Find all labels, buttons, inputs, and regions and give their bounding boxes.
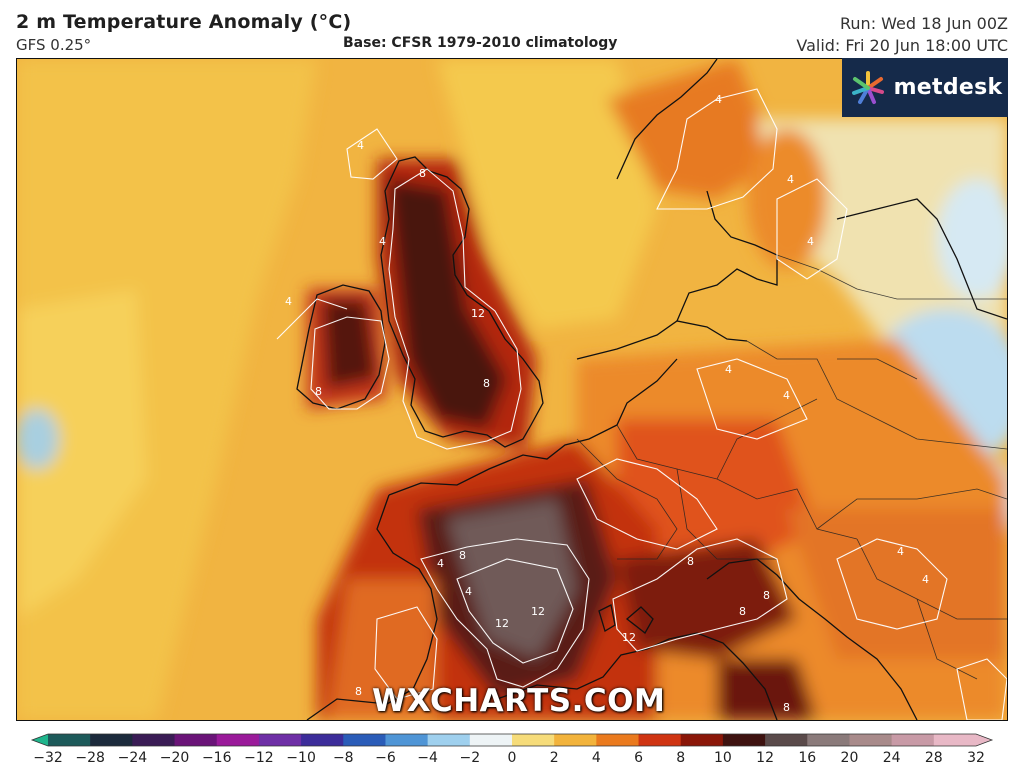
colorbar-segment	[722, 734, 766, 746]
colorbar-segment	[216, 734, 260, 746]
colorbar-max-arrow	[976, 734, 992, 746]
colorbar-tick-label: 4	[591, 750, 601, 766]
contour-label: 4	[783, 389, 790, 402]
colorbar-tick-label: 6	[634, 750, 643, 766]
contour-label: 4	[715, 93, 722, 106]
contour-label: 8	[739, 605, 746, 618]
colorbar-segment	[933, 734, 977, 746]
colorbar-segment	[638, 734, 682, 746]
colorbar-segment	[427, 734, 471, 746]
contour-label: 8	[687, 555, 694, 568]
contour-labels: 4 4 8 4 12 8 8 4 4 4 4 4 8 12 12 12 8 8 …	[285, 93, 929, 714]
colorbar-tick-label: −20	[159, 750, 190, 766]
colorbar-tick-label: −12	[244, 750, 274, 766]
coastlines	[296, 59, 1007, 720]
colorbar-tick-label: −10	[286, 750, 316, 766]
colorbar-tick-label: −8	[332, 750, 354, 766]
colorbar-segment	[469, 734, 513, 746]
contour-label: 4	[437, 557, 444, 570]
colorbar-segment	[258, 734, 302, 746]
colorbar-segment	[132, 734, 176, 746]
country-borders	[576, 254, 1007, 680]
metdesk-logo-text: metdesk	[893, 75, 1003, 100]
contour-label: 8	[459, 549, 466, 562]
colorbar-tick-label: 28	[924, 750, 943, 766]
anomaly-contours	[276, 88, 1007, 720]
contour-label: 8	[315, 385, 322, 398]
contour-label: 4	[379, 235, 386, 248]
contour-label: 12	[531, 605, 545, 618]
colorbar-strip	[30, 733, 994, 747]
contour-label: 4	[897, 545, 904, 558]
colorbar-tick-label: −16	[201, 750, 232, 766]
climatology-base-label: Base: CFSR 1979-2010 climatology	[343, 35, 618, 51]
contour-label: 12	[495, 617, 509, 630]
colorbar-segment	[807, 734, 850, 746]
contour-label: 4	[357, 139, 364, 152]
colorbar-tick-label: 20	[840, 750, 859, 766]
colorbar	[0, 730, 1024, 784]
colorbar-segment	[765, 734, 808, 746]
colorbar-tick-label: 10	[713, 750, 732, 766]
colorbar-segment	[596, 734, 640, 746]
metdesk-star-icon	[851, 70, 884, 104]
colorbar-tick-label: −32	[33, 750, 63, 766]
colorbar-segment	[849, 734, 893, 746]
colorbar-tick-label: −4	[417, 750, 438, 766]
wxcharts-watermark: WXCHARTS.COM	[372, 683, 666, 719]
colorbar-tick-label: −28	[75, 750, 105, 766]
contour-label: 8	[783, 701, 790, 714]
colorbar-segment	[48, 734, 91, 746]
contour-label: 8	[483, 377, 490, 390]
colorbar-tick-label: −2	[459, 750, 481, 766]
colorbar-outline	[30, 733, 994, 747]
colorbar-segment	[174, 734, 218, 746]
model-label: GFS 0.25°	[16, 36, 92, 54]
colorbar-tick-label: −24	[117, 750, 148, 766]
contour-label: 4	[465, 585, 472, 598]
colorbar-segment	[554, 734, 597, 746]
contour-label: 4	[725, 363, 732, 376]
anomaly-shading	[17, 59, 1007, 720]
map-title: 2 m Temperature Anomaly (°C)	[16, 11, 352, 33]
contour-label: 4	[787, 173, 794, 186]
contour-label: 12	[471, 307, 485, 320]
metdesk-logo: metdesk	[842, 58, 1008, 117]
colorbar-tick-label: −6	[375, 750, 396, 766]
contour-label: 4	[807, 235, 814, 248]
colorbar-segment	[343, 734, 386, 746]
colorbar-tick-label: 8	[676, 750, 686, 766]
colorbar-segment	[385, 734, 429, 746]
colorbar-min-arrow	[32, 734, 48, 746]
contour-label: 12	[622, 631, 636, 644]
colorbar-segment	[90, 734, 133, 746]
colorbar-tick-label: 32	[967, 750, 985, 766]
colorbar-segment	[891, 734, 935, 746]
temperature-anomaly-map: 4 4 8 4 12 8 8 4 4 4 4 4 8 12 12 12 8 8 …	[16, 58, 1008, 721]
colorbar-tick-label: 0	[507, 750, 517, 766]
valid-time-label: Valid: Fri 20 Jun 18:00 UTC	[796, 36, 1008, 55]
contour-label: 8	[419, 167, 426, 180]
colorbar-segment	[512, 734, 555, 746]
colorbar-tick-label: 24	[882, 750, 901, 766]
contour-label: 8	[763, 589, 770, 602]
colorbar-tick-label: 2	[549, 750, 559, 766]
run-time-label: Run: Wed 18 Jun 00Z	[840, 14, 1008, 33]
colorbar-tick-label: 12	[756, 750, 774, 766]
colorbar-segment	[301, 734, 344, 746]
contour-label: 4	[922, 573, 929, 586]
colorbar-segment	[680, 734, 724, 746]
contour-label: 4	[285, 295, 292, 308]
contour-label: 8	[355, 685, 362, 698]
colorbar-tick-label: 16	[798, 750, 817, 766]
